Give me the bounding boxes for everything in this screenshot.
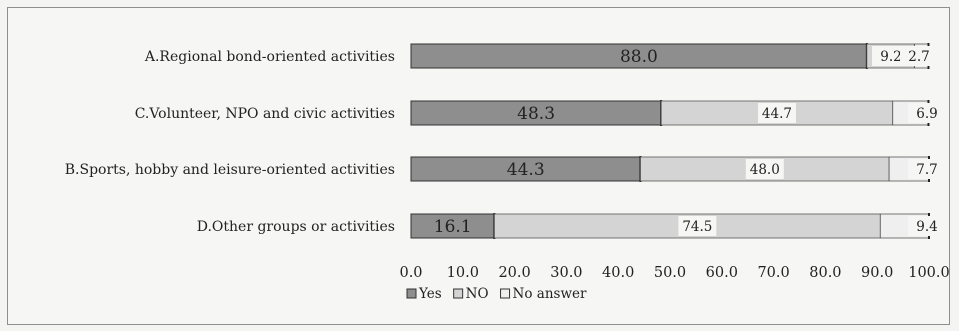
x-tick-label: 70.0 [757, 265, 789, 281]
value-label-pad [757, 103, 796, 123]
value-label-yes: 88.0 [620, 47, 658, 67]
x-tick-label: 10.0 [447, 265, 479, 281]
bars-layer: 88.0 9.2 2.7 48.3 44.7 6.9 44.3 48.0 7.7 16.1 74.5… [410, 43, 946, 239]
x-axis: 0.0 10.0 20.0 30.0 40.0 50.0 60.0 70.0 80.0 90.0 1… [399, 265, 949, 281]
value-label-no: 44.7 [762, 106, 792, 122]
value-label-no-answer: 9.4 [916, 219, 937, 235]
x-tick-label: 40.0 [602, 265, 634, 281]
value-label-no: 74.5 [682, 219, 712, 235]
legend-entry: NO [466, 286, 489, 302]
x-tick-label: 90.0 [861, 265, 893, 281]
legend-entry: No answer [513, 286, 587, 302]
value-label-pad [908, 159, 946, 179]
legend: Yes NO No answer [406, 286, 587, 302]
legend-swatch [500, 288, 511, 299]
value-label-no: 9.2 [880, 49, 901, 65]
bar-yes [410, 43, 868, 69]
bar-yes [410, 213, 495, 239]
value-label-pad [745, 159, 784, 179]
value-label-no-answer: 2.7 [908, 49, 929, 65]
category-label: B.Sports, hobby and leisure-oriented act… [65, 162, 395, 178]
chart-frame: 88.0 9.2 2.7 48.3 44.7 6.9 44.3 48.0 7.7 16.1 74.5… [7, 7, 950, 325]
value-label-no: 48.0 [750, 162, 780, 178]
value-label-pad [908, 103, 946, 123]
x-tick-label: 50.0 [654, 265, 686, 281]
legend-swatch [406, 288, 417, 299]
x-tick-label: 100.0 [908, 265, 950, 281]
value-label-yes: 48.3 [517, 104, 555, 124]
stacked-bar-chart: 88.0 9.2 2.7 48.3 44.7 6.9 44.3 48.0 7.7 16.1 74.5… [65, 43, 950, 302]
category-labels: A.Regional bond-oriented activities C.Vol… [65, 49, 395, 235]
bar-yes [410, 100, 662, 126]
x-tick-label: 30.0 [550, 265, 582, 281]
x-tick-label: 20.0 [498, 265, 530, 281]
category-label: D.Other groups or activities [197, 219, 395, 235]
value-label-pad [900, 46, 938, 66]
x-tick-label: 80.0 [809, 265, 841, 281]
value-label-yes: 44.3 [507, 160, 545, 180]
value-label-pad [678, 216, 717, 236]
category-label: C.Volunteer, NPO and civic activities [135, 106, 395, 122]
x-tick-label: 60.0 [706, 265, 738, 281]
value-label-yes: 16.1 [434, 217, 472, 237]
x-tick-label: 0.0 [399, 265, 422, 281]
value-label-pad [908, 216, 946, 236]
legend-entry: Yes [418, 286, 442, 302]
value-label-no-answer: 6.9 [916, 106, 937, 122]
category-label: A.Regional bond-oriented activities [144, 49, 395, 65]
legend-swatch [453, 288, 464, 299]
value-label-no-answer: 7.7 [916, 162, 937, 178]
